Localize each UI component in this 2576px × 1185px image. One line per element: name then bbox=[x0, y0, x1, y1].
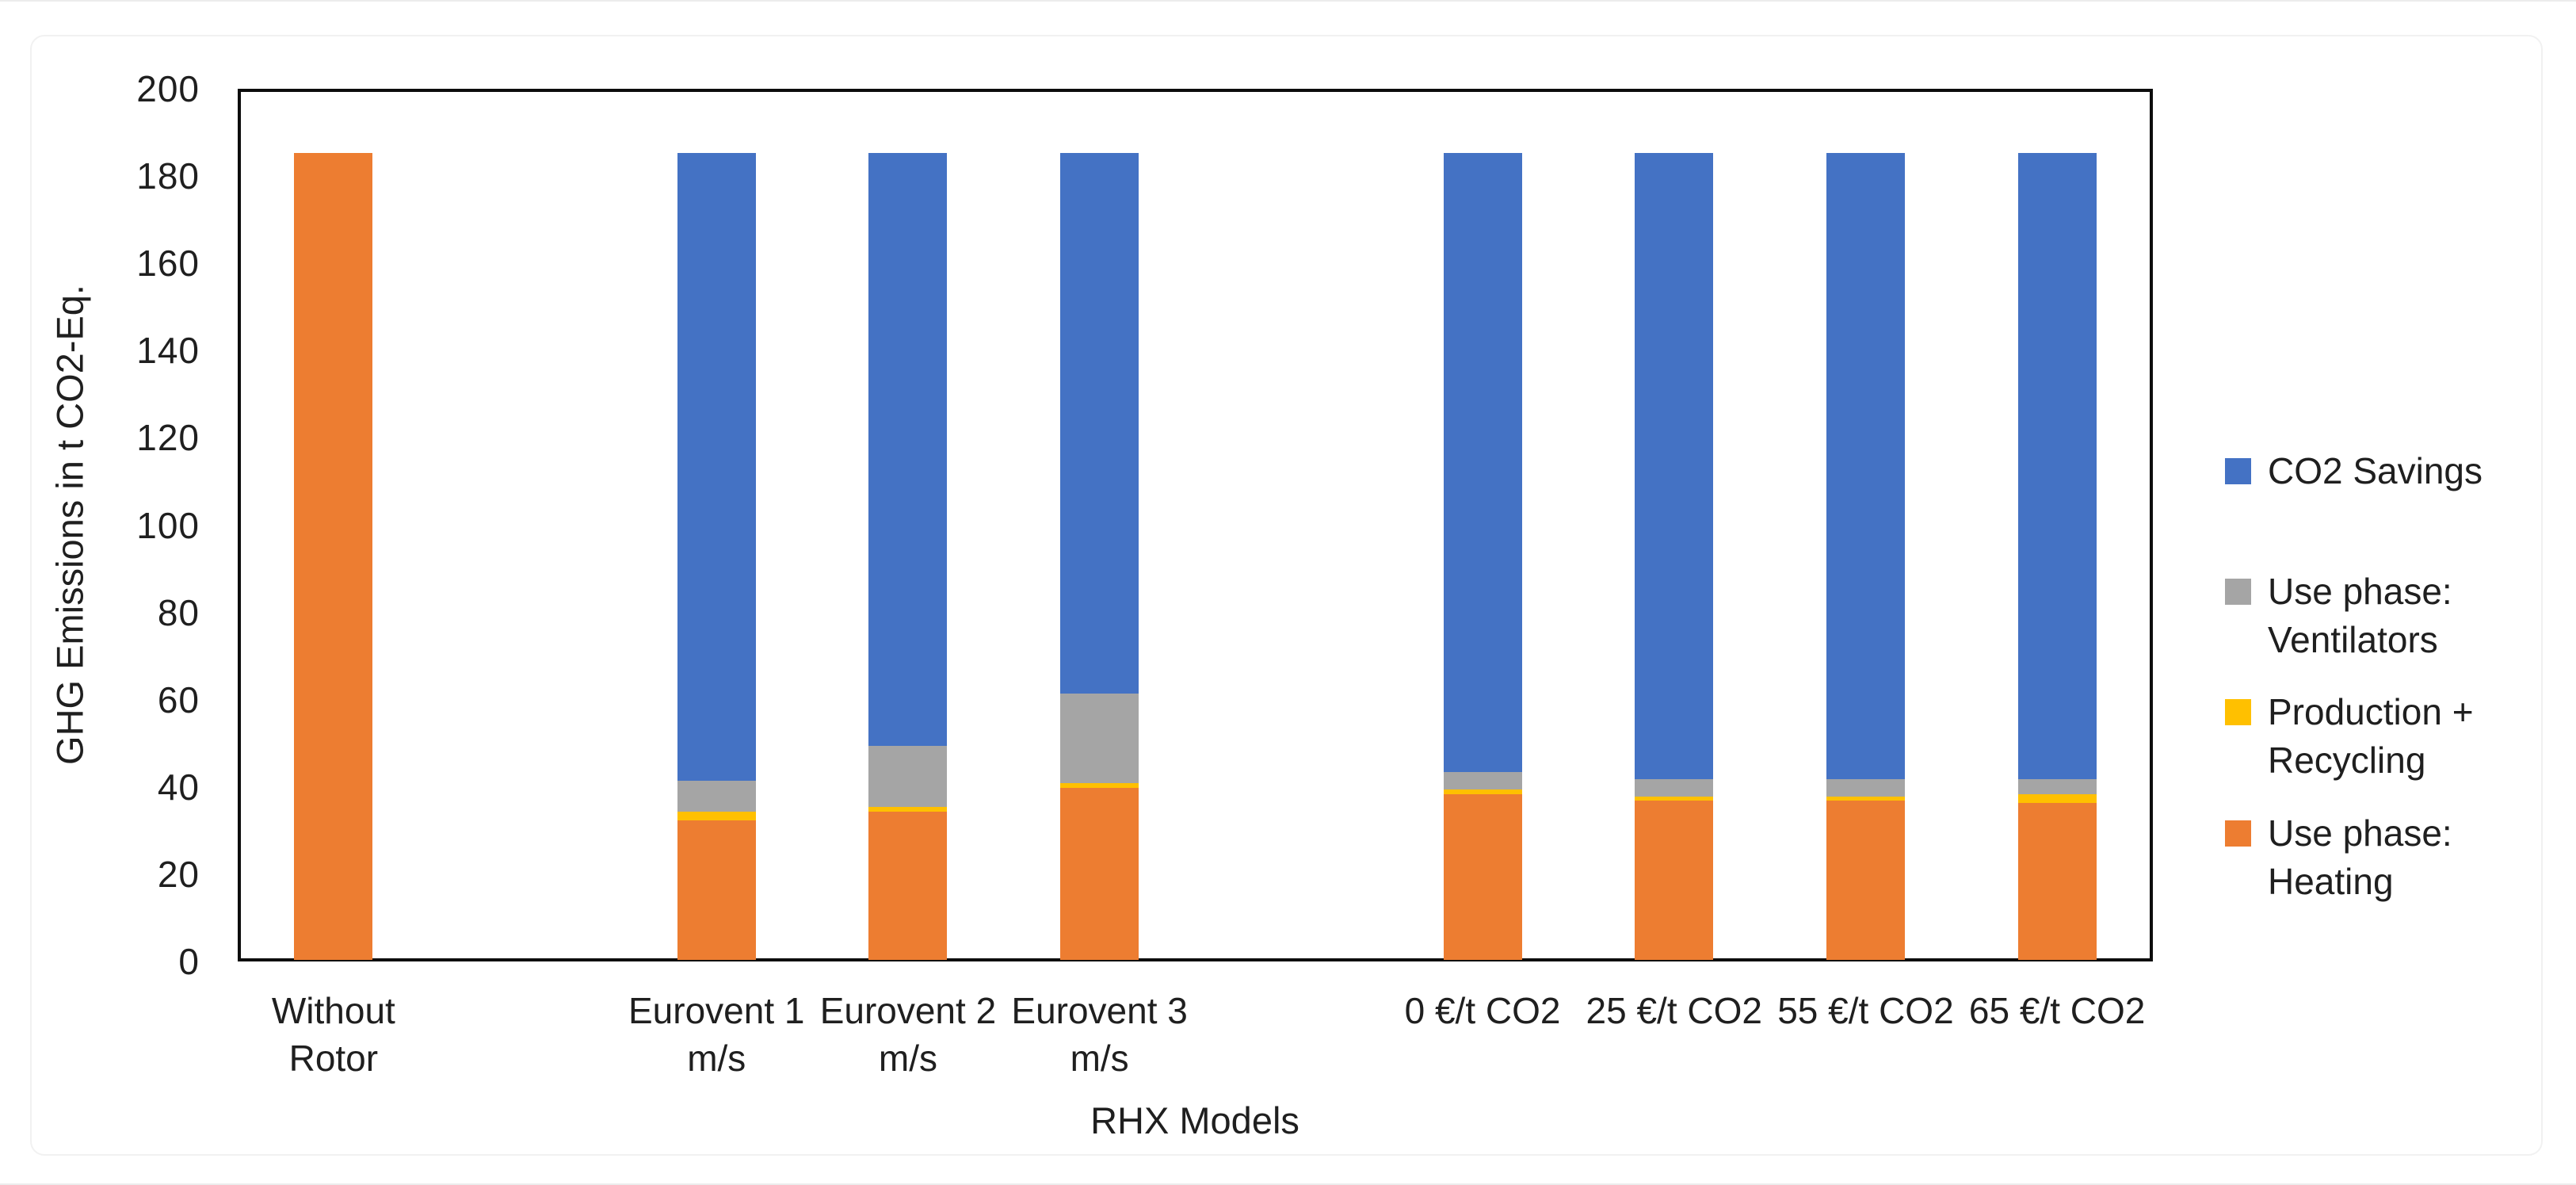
bar-segment bbox=[1826, 801, 1905, 960]
x-axis-title: RHX Models bbox=[1090, 1099, 1299, 1141]
legend-label: Production + Recycling bbox=[2268, 691, 2474, 781]
bar-segment bbox=[677, 811, 756, 820]
y-tick-label: 0 bbox=[178, 941, 200, 982]
bar-segment bbox=[1826, 796, 1905, 801]
y-tick-label: 120 bbox=[136, 417, 200, 459]
x-category-label: Eurovent 1 m/s bbox=[628, 990, 805, 1079]
bar-segment bbox=[1443, 152, 1522, 773]
legend-swatch-icon bbox=[2225, 820, 2251, 847]
bar-segment bbox=[1826, 778, 1905, 797]
legend-label: Use phase: Heating bbox=[2268, 812, 2452, 902]
bar-segment bbox=[2017, 152, 2097, 779]
bar-segment bbox=[2017, 802, 2097, 960]
bar-segment bbox=[677, 152, 756, 782]
legend-label: Use phase: Ventilators bbox=[2268, 571, 2452, 660]
bar-segment bbox=[1060, 787, 1139, 960]
bar-segment bbox=[1443, 793, 1522, 960]
bar-segment bbox=[1635, 778, 1714, 797]
y-tick-label: 160 bbox=[136, 243, 200, 285]
bar-segment bbox=[868, 746, 948, 808]
bar-segment bbox=[677, 781, 756, 812]
legend-item: Production + Recycling bbox=[2225, 688, 2474, 785]
x-category-label: Without Rotor bbox=[271, 990, 395, 1079]
bar-segment bbox=[1635, 152, 1714, 779]
bar-segment bbox=[1443, 789, 1522, 794]
bar-segment bbox=[1443, 772, 1522, 790]
bar-segment bbox=[1826, 152, 1905, 779]
bar-segment bbox=[1060, 783, 1139, 788]
legend-label: CO2 Savings bbox=[2268, 450, 2483, 491]
bar-segment bbox=[1635, 796, 1714, 801]
y-tick-label: 100 bbox=[136, 504, 200, 546]
bar-segment bbox=[677, 820, 756, 960]
legend-swatch-icon bbox=[2225, 699, 2251, 725]
bar-segment bbox=[868, 152, 948, 747]
x-category-label: 55 €/t CO2 bbox=[1777, 990, 1954, 1031]
bar-segment bbox=[294, 152, 373, 960]
y-tick-label: 20 bbox=[157, 853, 200, 895]
legend-item: Use phase: Ventilators bbox=[2225, 568, 2452, 664]
y-tick-label: 40 bbox=[157, 766, 200, 808]
y-tick-label: 80 bbox=[157, 591, 200, 633]
bar-segment bbox=[2017, 793, 2097, 803]
y-tick-label: 180 bbox=[136, 155, 200, 197]
bar-segment bbox=[1060, 152, 1139, 694]
x-category-label: Eurovent 3 m/s bbox=[1011, 990, 1188, 1079]
x-category-label: 65 €/t CO2 bbox=[1968, 990, 2146, 1031]
y-tick-label: 140 bbox=[136, 330, 200, 372]
legend-item: CO2 Savings bbox=[2225, 447, 2483, 495]
y-tick-label: 60 bbox=[157, 679, 200, 721]
y-tick-label: 200 bbox=[136, 68, 200, 109]
bar-segment bbox=[868, 807, 948, 812]
bar-segment bbox=[2017, 778, 2097, 794]
legend-swatch-icon bbox=[2225, 579, 2251, 605]
bar-segment bbox=[868, 811, 948, 960]
x-category-label: 25 €/t CO2 bbox=[1586, 990, 1762, 1031]
bar-segment bbox=[1635, 801, 1714, 960]
legend-swatch-icon bbox=[2225, 458, 2251, 484]
bar-segment bbox=[1060, 694, 1139, 784]
legend-item: Use phase: Heating bbox=[2225, 809, 2452, 906]
x-category-label: 0 €/t CO2 bbox=[1404, 990, 1561, 1031]
x-category-label: Eurovent 2 m/s bbox=[819, 990, 997, 1079]
